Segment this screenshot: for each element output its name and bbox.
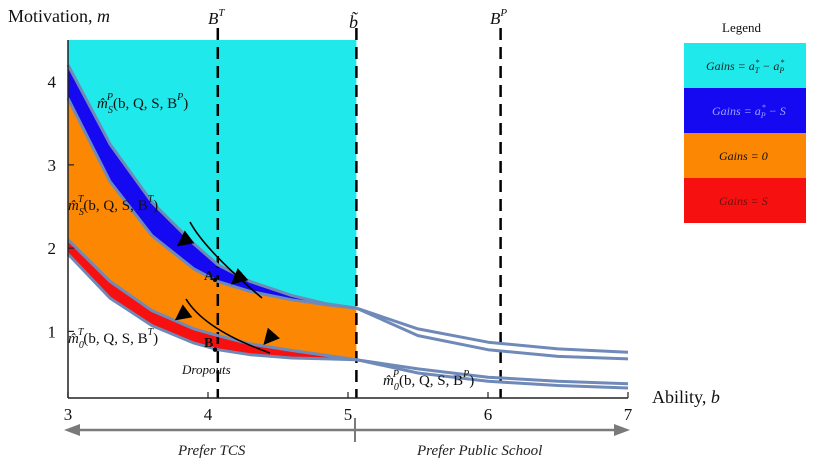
x-tick-label-3: 6 bbox=[484, 405, 493, 424]
region-blue bbox=[68, 65, 357, 309]
legend-swatch-1 bbox=[684, 43, 806, 88]
region-orange bbox=[68, 98, 357, 360]
point-A bbox=[212, 277, 218, 282]
y-tick-label-3: 4 bbox=[48, 73, 57, 92]
annotation-dropouts: Dropouts bbox=[181, 362, 231, 377]
direction-arrow-1 bbox=[230, 268, 249, 285]
annotation-arrows bbox=[174, 221, 280, 354]
direction-arrow-3 bbox=[263, 327, 280, 346]
curve-m-0-T-upper bbox=[66, 238, 357, 362]
legend-swatch-2 bbox=[684, 88, 806, 133]
x-axis-title: Ability, b bbox=[652, 387, 720, 407]
chart-axes: 3 4 5 6 7 1 2 3 4 bbox=[48, 40, 633, 424]
curve-m-0-T bbox=[66, 252, 357, 362]
curve-arrow-A bbox=[189, 221, 263, 299]
y-axis-title: Motivation, m bbox=[8, 6, 110, 26]
legend: Legend Gains = aT* − aP* Gains = aP* − S… bbox=[684, 20, 806, 223]
legend-entry-1: Gains = aT* − aP* bbox=[706, 58, 784, 75]
legend-title: Legend bbox=[722, 20, 761, 35]
curve-m-0-P-upper bbox=[356, 358, 629, 386]
region-red bbox=[68, 239, 357, 360]
legend-entry-3: Gains = 0 bbox=[719, 149, 768, 163]
point-label-A: A bbox=[204, 269, 215, 284]
label-m0T: m̂0T(b, Q, S, BT) bbox=[68, 327, 158, 351]
curve-m-0-P bbox=[356, 358, 629, 390]
curve-m-S-P bbox=[66, 64, 629, 354]
y-tick-label-1: 2 bbox=[48, 239, 57, 258]
range-prefer-public: Prefer Public School bbox=[416, 443, 542, 459]
vline-label-btilde: b̃ bbox=[349, 11, 359, 32]
x-tick-label-0: 3 bbox=[64, 405, 73, 424]
curve-m-S-P-lower bbox=[355, 306, 629, 361]
vline-label-BP: BP bbox=[490, 7, 507, 28]
y-tick-label-0: 1 bbox=[48, 322, 57, 341]
direction-arrow-0 bbox=[176, 230, 195, 247]
y-tick-label-2: 3 bbox=[48, 156, 57, 175]
region-cyan bbox=[68, 40, 357, 309]
preference-ranges: Prefer TCS Prefer Public School bbox=[64, 418, 630, 459]
x-tick-label-2: 5 bbox=[344, 405, 353, 424]
legend-swatch-3 bbox=[684, 133, 806, 178]
point-B bbox=[212, 347, 218, 352]
legend-entry-2: Gains = aP* − S bbox=[712, 103, 786, 120]
chart-regions bbox=[68, 40, 357, 360]
direction-arrow-2 bbox=[174, 304, 193, 321]
chart-curves bbox=[66, 64, 629, 390]
legend-entry-4: Gains = S bbox=[719, 194, 768, 208]
point-label-B: B bbox=[204, 336, 213, 351]
label-m0P: m̂0P(b, Q, S, BP) bbox=[383, 369, 474, 393]
legend-swatch-4 bbox=[684, 178, 806, 223]
curve-m-S-T bbox=[66, 97, 357, 310]
x-tick-label-1: 4 bbox=[204, 405, 213, 424]
y-axis-var: m bbox=[97, 6, 110, 26]
vline-label-BT: BT bbox=[208, 7, 225, 28]
range-prefer-tcs: Prefer TCS bbox=[177, 443, 246, 459]
x-tick-label-4: 7 bbox=[624, 405, 633, 424]
